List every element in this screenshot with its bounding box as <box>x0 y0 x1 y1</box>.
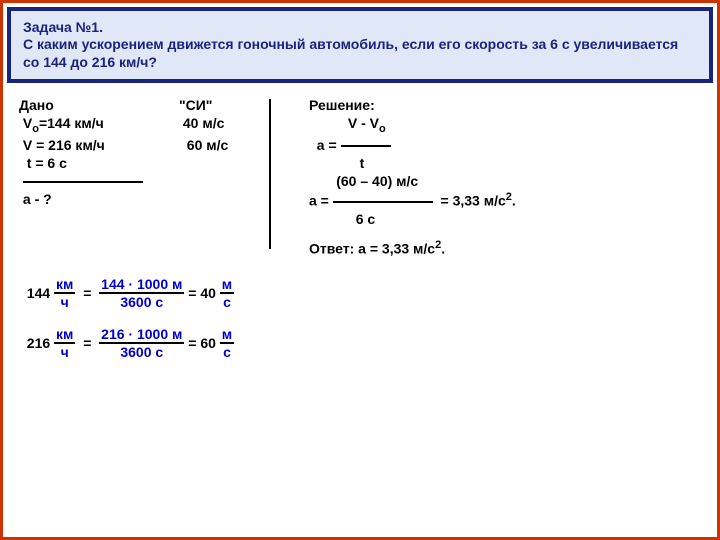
t-given: t = 6 с <box>19 155 179 171</box>
problem-header: Задача №1. С каким ускорением движется г… <box>7 7 713 83</box>
find: а - ? <box>19 191 179 209</box>
task-text: С каким ускорением движется гоночный авт… <box>23 35 697 71</box>
answer: Ответ: а = 3,33 м/с2. <box>269 239 701 257</box>
solution-label: Решение: <box>269 97 701 113</box>
formula-numerator: V - Vо <box>269 115 701 135</box>
si-label: "СИ" <box>179 97 269 113</box>
v-given: V = 216 км/ч <box>19 137 179 153</box>
divider-line <box>269 99 271 249</box>
conversion-2: 216 км ч = 216 · 1000 м 3600 с = 60 м с <box>19 326 701 360</box>
calc-numerator: (60 – 40) м/с <box>269 173 701 189</box>
formula-denominator: t <box>269 155 701 171</box>
dano-underline <box>19 173 179 189</box>
content-area: Дано "СИ" Решение: Vо=144 км/ч 40 м/с V … <box>3 87 717 374</box>
conversion-1: 144 км ч = 144 · 1000 м 3600 с = 40 м с <box>19 276 701 310</box>
v-si: 60 м/с <box>179 137 269 153</box>
v0-si: 40 м/с <box>179 115 269 135</box>
calc-result: а = = 3,33 м/с2. <box>269 191 701 209</box>
formula-a: а = <box>269 137 701 153</box>
given-section: Дано "СИ" Решение: Vо=144 км/ч 40 м/с V … <box>19 97 701 256</box>
conversion-section: 144 км ч = 144 · 1000 м 3600 с = 40 м с … <box>19 276 701 360</box>
v0-given: Vо=144 км/ч <box>19 115 179 135</box>
task-title: Задача №1. <box>23 19 697 35</box>
dano-label: Дано <box>19 97 179 113</box>
calc-denominator: 6 с <box>269 211 701 227</box>
